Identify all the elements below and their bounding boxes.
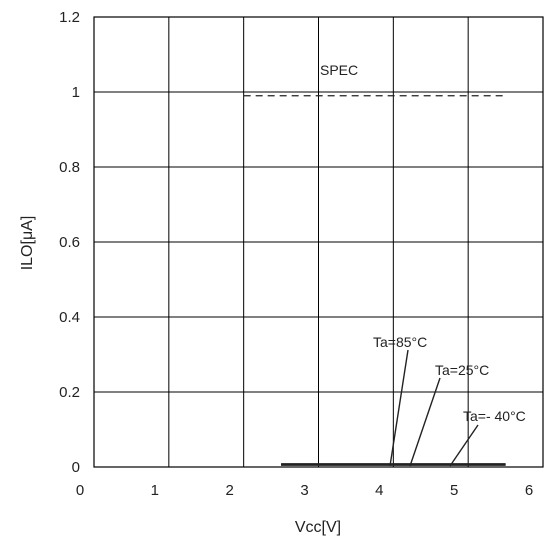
leader-ta-85	[389, 349, 409, 467]
spec-label: SPEC	[320, 62, 358, 78]
y-tick-label: 0.6	[59, 234, 80, 251]
annotation-ta-25: Ta=25°C	[435, 362, 489, 378]
y-axis-label: ILO[μA]	[19, 216, 36, 271]
y-tick-label: 1.2	[59, 9, 80, 26]
leader-ta-25	[409, 377, 441, 467]
x-tick-label: 4	[375, 482, 383, 499]
x-tick-label: 6	[525, 482, 533, 499]
x-tick-label: 1	[151, 482, 159, 499]
annotations: Ta=85°C Ta=25°C Ta=- 40°C	[373, 334, 526, 467]
y-tick-label: 1	[72, 84, 80, 101]
x-tick-label: 3	[300, 482, 308, 499]
y-tick-label: 0.2	[59, 384, 80, 401]
x-tick-label: 0	[76, 482, 84, 499]
annotation-ta-85: Ta=85°C	[373, 334, 427, 350]
series-group	[281, 463, 506, 466]
y-tick-label: 0.8	[59, 159, 80, 176]
x-tick-labels: 0 1 2 3 4 5 6	[76, 482, 533, 499]
plot-frame	[93, 16, 544, 468]
leader-ta-minus-40	[449, 424, 479, 467]
grid	[93, 16, 544, 468]
y-tick-label: 0	[72, 459, 80, 476]
x-axis-label: Vcc[V]	[295, 519, 341, 536]
spec-group: SPEC	[243, 62, 506, 97]
x-tick-label: 2	[225, 482, 233, 499]
y-tick-label: 0.4	[59, 309, 80, 326]
y-tick-labels: 0 0.2 0.4 0.6 0.8 1 1.2	[59, 9, 80, 476]
annotation-ta-minus-40: Ta=- 40°C	[463, 408, 526, 424]
x-tick-label: 5	[450, 482, 458, 499]
